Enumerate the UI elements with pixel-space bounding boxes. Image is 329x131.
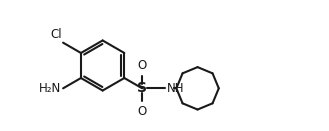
Text: O: O — [138, 105, 147, 118]
Text: H₂N: H₂N — [38, 82, 61, 95]
Text: Cl: Cl — [50, 28, 62, 41]
Text: NH: NH — [167, 82, 185, 95]
Text: S: S — [137, 81, 147, 95]
Text: O: O — [138, 59, 147, 72]
